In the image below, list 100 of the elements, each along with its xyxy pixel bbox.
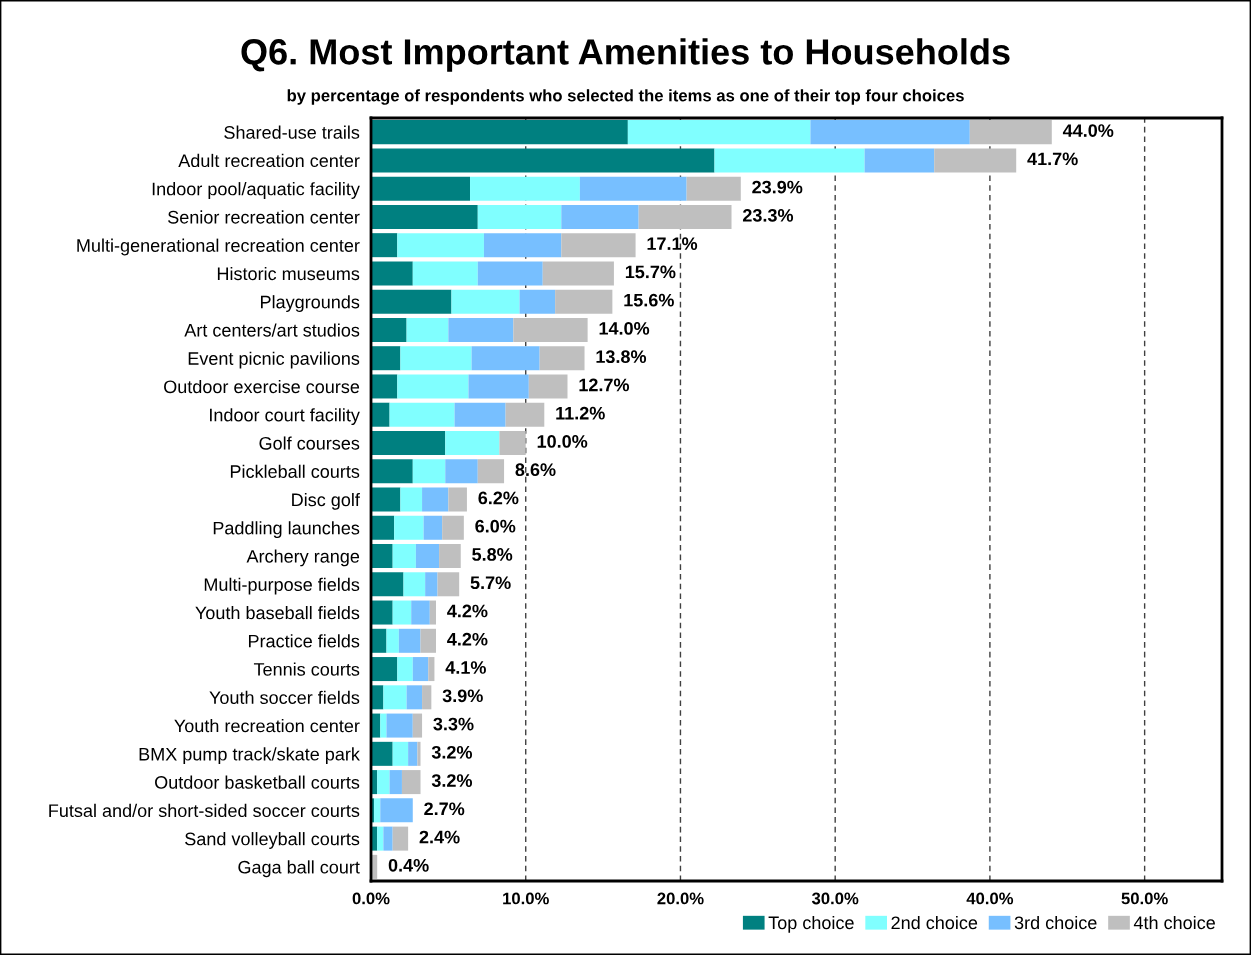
bar [371,741,393,766]
bar [389,402,455,427]
bar [445,459,478,484]
chart-subtitle: by percentage of respondents who selected the items as one of their top four choices [287,89,964,105]
bar [401,770,421,795]
legend-label: 3rd choice [1014,915,1097,930]
y-tick-label: Practice fields [248,634,360,648]
bar [519,289,556,314]
bar [561,233,636,258]
y-tick-label: Disc golf [292,492,360,510]
bar [374,798,381,823]
y-tick-label: Shared-use trails [224,125,360,139]
bar [412,261,478,286]
y-tick-label: BMX pump track/skate park [139,747,360,765]
total-label: 44.0% [1062,124,1114,137]
bar [371,544,393,569]
bar [423,515,443,540]
total-label: 4.1% [445,661,486,674]
bar [392,826,409,851]
bar [412,713,423,738]
bar [400,346,472,371]
bar [439,544,461,569]
bar [371,374,398,399]
bar [471,346,540,371]
total-label: 3.3% [433,717,474,731]
bar [448,487,467,512]
bar [371,657,398,682]
bar [477,204,562,229]
bar [397,657,413,682]
bar [377,770,390,795]
bar [371,176,471,201]
bar [442,515,464,540]
y-tick-label: Gaga ball court [238,860,360,878]
bar [420,628,436,653]
total-label: 4.2% [447,604,488,618]
bar [477,261,543,286]
bar [371,628,387,653]
total-label: 10.0% [537,435,588,448]
bar [394,515,424,540]
bar [425,572,438,597]
total-label: 0.4% [388,858,429,872]
bar [555,289,613,314]
bar [415,544,440,569]
bar [454,402,506,427]
y-tick-label: Art centers/art studios [184,323,360,337]
bar [499,430,526,455]
bar [380,798,413,823]
bar [528,374,568,399]
bar [392,741,409,766]
total-label: 3.9% [442,689,483,703]
total-label: 23.3% [742,208,794,222]
bar [371,317,407,342]
bar [371,402,390,427]
y-tick-label: Sand volleyball courts [185,832,360,849]
total-label: 3.2% [431,745,473,759]
total-label: 6.2% [478,491,519,505]
bar [398,628,421,653]
bar [505,402,545,427]
bar [371,233,398,258]
x-tick-label: 50.0% [1121,892,1168,905]
bar [579,176,687,201]
bar [408,741,418,766]
bar [371,346,401,371]
bar [864,148,935,173]
x-tick-label: 20.0% [657,892,704,905]
bar [371,120,628,145]
x-tick-label: 40.0% [966,892,1014,905]
total-label: 5.8% [472,548,513,561]
chart-title: Q6. Most Important Amenities to Households [241,38,1010,72]
y-tick-label: Youth soccer fields [209,690,360,705]
y-tick-label: Indoor court facility [210,408,360,426]
total-label: 3.2% [431,774,473,787]
bar [412,459,446,484]
bar [380,713,387,738]
bar [371,289,452,314]
y-tick-label: Outdoor basketball courts [155,775,360,789]
bar [406,685,423,710]
bar [411,600,430,625]
y-tick-label: Youth recreation center [174,719,360,733]
bar [389,770,402,795]
y-tick-label: Youth baseball fields [195,605,360,620]
y-tick-label: Archery range [246,549,360,567]
bar [400,487,423,512]
bar [539,346,585,371]
y-tick-label: Paddling launches [213,521,360,539]
total-label: 2.7% [424,802,465,816]
y-tick-label: Adult recreation center [178,153,360,168]
y-tick-label: Indoor pool/aquatic facility [152,182,360,199]
bar [371,261,413,286]
bar [371,487,401,512]
total-label: 4.2% [447,632,488,646]
total-label: 5.7% [470,576,511,590]
bar [403,572,426,597]
y-tick-label: Multi-generational recreation center [77,238,360,256]
y-tick-label: Golf courses [259,436,360,450]
total-label: 15.6% [624,293,674,307]
total-label: 17.1% [647,237,698,250]
total-label: 23.9% [752,180,803,194]
bar [406,317,449,342]
bar [428,657,435,682]
